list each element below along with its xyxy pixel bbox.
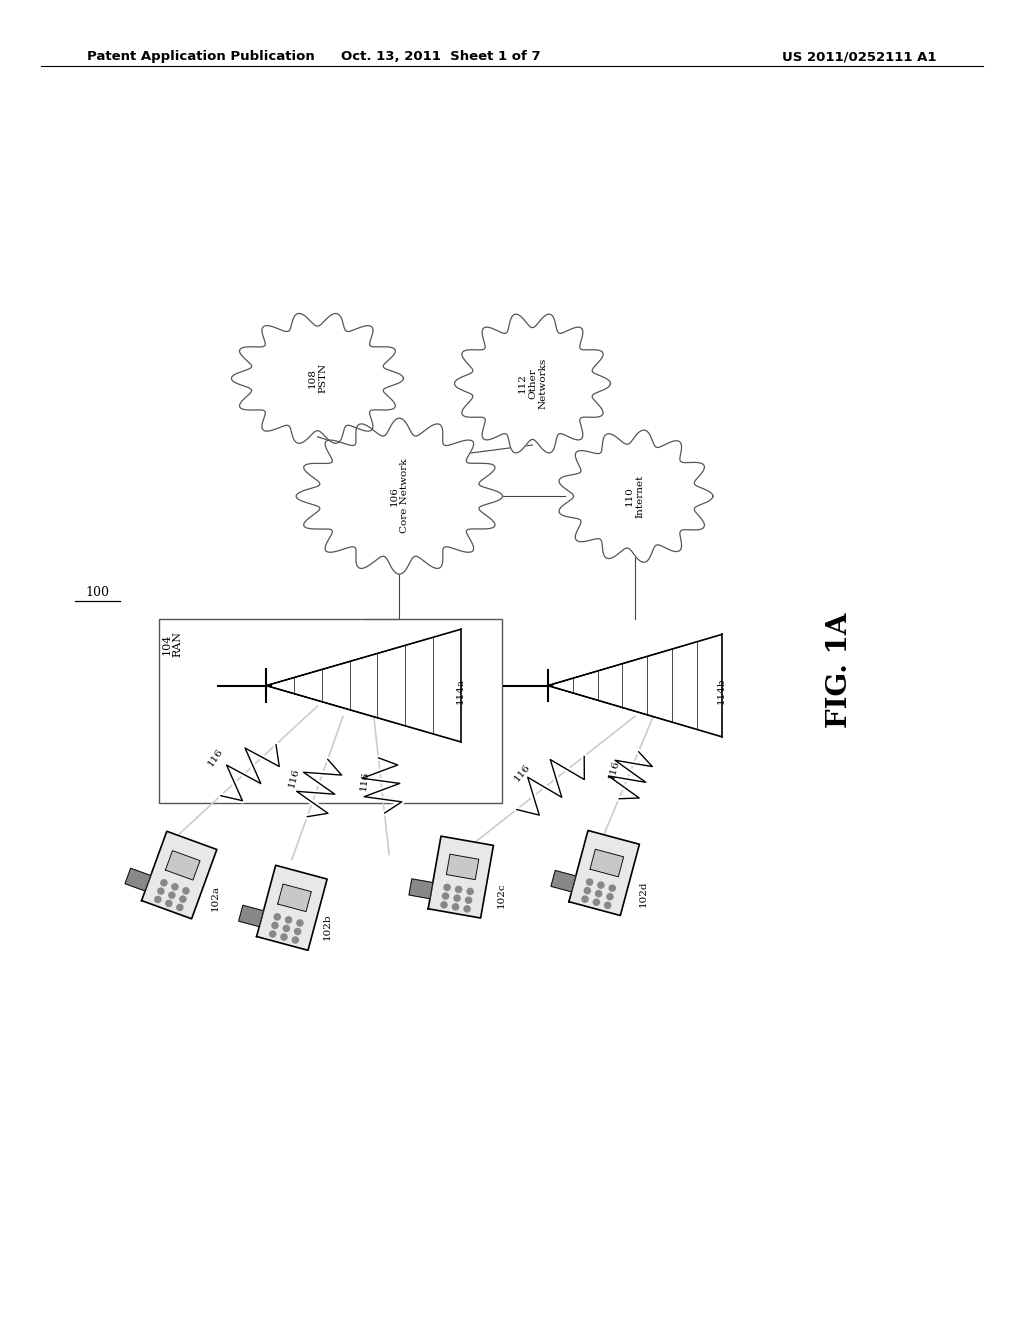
Bar (159, 619, 502, 804)
Circle shape (161, 879, 167, 886)
Text: 104
RAN: 104 RAN (161, 631, 183, 657)
Polygon shape (548, 635, 722, 737)
Circle shape (582, 896, 588, 903)
Polygon shape (455, 314, 610, 453)
Circle shape (177, 904, 183, 911)
Circle shape (169, 892, 175, 898)
Text: 116: 116 (287, 767, 301, 788)
Polygon shape (569, 830, 639, 916)
Circle shape (467, 888, 473, 895)
Circle shape (596, 891, 602, 896)
Circle shape (284, 925, 290, 932)
Circle shape (441, 902, 447, 908)
Polygon shape (428, 836, 494, 917)
Text: 100: 100 (85, 586, 110, 598)
Circle shape (172, 884, 178, 890)
Circle shape (274, 913, 281, 920)
Circle shape (286, 917, 292, 923)
Polygon shape (266, 630, 461, 742)
Circle shape (180, 896, 186, 902)
Circle shape (598, 882, 604, 888)
Polygon shape (231, 313, 403, 444)
Polygon shape (590, 849, 624, 876)
Circle shape (295, 928, 301, 935)
Circle shape (155, 896, 161, 903)
Polygon shape (296, 418, 503, 574)
Circle shape (292, 937, 298, 942)
Polygon shape (409, 879, 433, 899)
Circle shape (607, 894, 613, 900)
Polygon shape (141, 832, 217, 919)
Circle shape (593, 899, 599, 906)
Circle shape (166, 900, 172, 907)
Polygon shape (257, 866, 327, 950)
Circle shape (466, 898, 472, 903)
Text: 114b: 114b (717, 677, 726, 704)
Circle shape (272, 923, 279, 928)
Circle shape (587, 879, 593, 886)
Text: 102a: 102a (211, 884, 219, 911)
Circle shape (269, 931, 275, 937)
Circle shape (442, 894, 449, 899)
Text: 114a: 114a (456, 677, 465, 704)
Circle shape (585, 887, 591, 894)
Circle shape (444, 884, 451, 891)
Polygon shape (551, 870, 575, 892)
Polygon shape (239, 906, 263, 927)
Text: US 2011/0252111 A1: US 2011/0252111 A1 (782, 50, 937, 63)
Text: 102d: 102d (639, 880, 647, 907)
Circle shape (183, 888, 189, 894)
Polygon shape (125, 869, 151, 891)
Text: 116: 116 (206, 747, 224, 768)
Circle shape (158, 888, 164, 894)
Circle shape (454, 895, 460, 902)
Polygon shape (278, 884, 311, 912)
Text: 106
Core Network: 106 Core Network (390, 459, 409, 533)
Circle shape (609, 884, 615, 891)
Circle shape (456, 886, 462, 892)
Circle shape (453, 904, 459, 909)
Polygon shape (559, 430, 713, 562)
Text: Patent Application Publication: Patent Application Publication (87, 50, 314, 63)
Text: 110
Internet: 110 Internet (626, 474, 644, 517)
Text: 108
PSTN: 108 PSTN (308, 363, 327, 393)
Polygon shape (166, 850, 200, 880)
Polygon shape (446, 854, 479, 879)
Text: 102c: 102c (498, 883, 506, 908)
Text: 112
Other
Networks: 112 Other Networks (517, 358, 548, 409)
Text: 102b: 102b (324, 913, 332, 940)
Text: 116: 116 (607, 759, 622, 780)
Text: 116: 116 (512, 762, 532, 783)
Circle shape (604, 902, 610, 908)
Circle shape (297, 920, 303, 927)
Text: Oct. 13, 2011  Sheet 1 of 7: Oct. 13, 2011 Sheet 1 of 7 (341, 50, 540, 63)
Text: FIG. 1A: FIG. 1A (826, 612, 853, 729)
Circle shape (281, 935, 287, 940)
Circle shape (464, 906, 470, 912)
Text: 116: 116 (358, 771, 371, 791)
